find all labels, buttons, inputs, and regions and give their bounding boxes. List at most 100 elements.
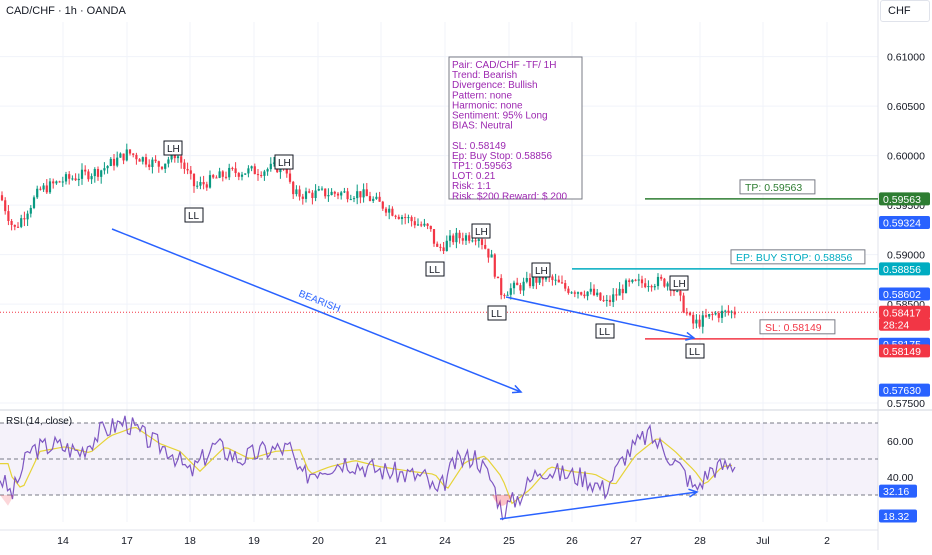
candle	[682, 292, 685, 314]
price-badge	[879, 287, 930, 301]
swing-label-box	[274, 154, 294, 170]
time-tick: 26	[566, 535, 578, 547]
candle-body	[151, 159, 154, 168]
candle	[692, 312, 695, 330]
candle	[608, 295, 612, 307]
price-badge-text: 0.58417	[883, 307, 921, 319]
candle-body	[586, 291, 589, 297]
candle-body	[327, 195, 330, 197]
candle-body	[74, 178, 77, 181]
candle-body	[176, 156, 180, 159]
swing-label-box	[669, 275, 689, 291]
rsi-tick: 60.00	[887, 436, 913, 448]
candle-body	[215, 177, 218, 179]
candle-body	[660, 276, 663, 279]
candle	[704, 308, 708, 318]
candle-body	[458, 232, 461, 239]
candle	[122, 153, 125, 165]
candle	[458, 230, 461, 244]
candle	[135, 152, 138, 165]
candle-body	[71, 178, 74, 180]
candle-body	[90, 176, 93, 180]
candle	[580, 291, 583, 296]
candle	[266, 167, 269, 176]
rsi-oversold-fill	[0, 495, 14, 506]
candle	[420, 221, 423, 228]
candle	[640, 275, 644, 288]
candle	[109, 157, 112, 167]
candle-body	[381, 201, 384, 209]
candle-body	[596, 292, 599, 296]
candle	[61, 176, 64, 187]
candle-body	[144, 157, 148, 165]
candle	[701, 310, 704, 334]
candle	[599, 292, 602, 301]
candle	[4, 197, 7, 215]
candle	[164, 163, 167, 174]
candle	[512, 280, 516, 295]
candle	[516, 277, 519, 286]
candle-body	[340, 192, 343, 196]
info-box-line: Harmonic: none	[452, 100, 523, 111]
candle-body	[730, 311, 733, 313]
candle-body	[10, 220, 13, 225]
candle-body	[461, 238, 464, 241]
symbol-header: CAD/CHF · 1h · OANDA	[6, 5, 126, 17]
price-tick: 0.57500	[887, 398, 925, 410]
candle-body	[240, 174, 244, 177]
swing-label-box	[425, 261, 445, 277]
candle-body	[708, 314, 711, 317]
candle-body	[624, 280, 628, 294]
candle	[192, 173, 196, 193]
rsi-tick: 40.00	[887, 472, 913, 484]
candle-body	[400, 217, 404, 219]
price-badge-text: 0.58602	[883, 289, 921, 301]
candle	[253, 163, 256, 175]
candle-body	[228, 167, 231, 178]
currency-box[interactable]	[880, 0, 930, 22]
candle	[87, 169, 90, 182]
rsi-divergence-arrow	[499, 488, 699, 520]
candle-body	[688, 312, 692, 315]
candle	[368, 191, 372, 202]
candle-body	[349, 199, 352, 201]
rsi-divergence-arrow-shaft	[499, 491, 698, 520]
candle	[509, 283, 512, 300]
candle-body	[224, 176, 228, 178]
price-badge-text: 0.58149	[883, 346, 921, 358]
candle-body	[346, 191, 349, 200]
candle	[605, 294, 608, 307]
candle	[244, 173, 247, 176]
candle-body	[320, 188, 324, 190]
candle-body	[29, 207, 32, 214]
candle	[416, 218, 420, 226]
candle	[330, 188, 333, 196]
candle-body	[589, 288, 592, 292]
candle-body	[208, 175, 212, 188]
candle	[221, 170, 224, 182]
candle	[320, 186, 324, 191]
candle-body	[77, 178, 80, 181]
candle	[506, 291, 509, 296]
candle	[269, 157, 272, 172]
candle	[468, 232, 471, 244]
candle-body	[292, 181, 295, 195]
candle-body	[634, 279, 637, 281]
candle	[708, 313, 711, 320]
candle	[288, 168, 292, 184]
candle-body	[573, 292, 576, 294]
candle	[212, 173, 215, 179]
price-tick: 0.60000	[887, 151, 925, 163]
candle-body	[20, 218, 23, 227]
candle	[384, 206, 388, 217]
time-tick: 18	[184, 535, 196, 547]
candle-body	[580, 292, 583, 295]
candle	[84, 165, 87, 176]
ep-label-box	[730, 249, 866, 265]
candle	[215, 175, 218, 179]
candle-body	[269, 163, 272, 170]
candle	[247, 165, 250, 178]
candle	[423, 218, 426, 227]
candle	[64, 171, 68, 185]
